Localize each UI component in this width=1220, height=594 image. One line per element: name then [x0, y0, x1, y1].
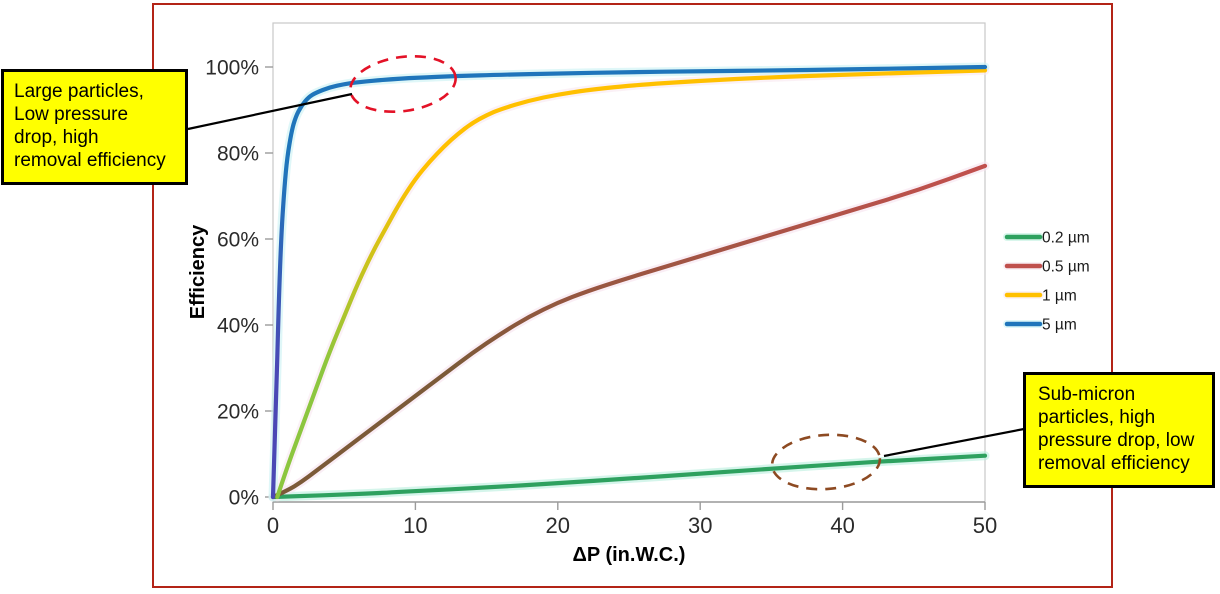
- y-tick-label: 60%: [217, 228, 259, 251]
- x-tick-label: 0: [267, 513, 279, 538]
- callout-large-particles-text: Large particles, Low pressure drop, high…: [14, 81, 166, 171]
- plot-area-frame: [272, 22, 986, 503]
- series-line-5µm: [270, 64, 988, 500]
- legend-label-1µm: 1 µm: [1042, 287, 1077, 304]
- series-glow-0.5µm: [268, 161, 990, 502]
- figure-border: [152, 3, 1113, 588]
- highlight-ellipse-submicron: [770, 433, 882, 491]
- y-tick-label: 0%: [229, 486, 259, 509]
- legend-label-0.5µm: 0.5 µm: [1042, 258, 1090, 275]
- leader-line-left: [187, 92, 353, 131]
- x-tick-label: 20: [546, 513, 570, 538]
- x-axis-title: ΔP (in.W.C.): [573, 544, 686, 566]
- series-line-1µm: [275, 68, 988, 500]
- x-tick-label: 10: [403, 513, 427, 538]
- legend-label-5µm: 5 µm: [1042, 316, 1077, 333]
- callout-submicron-particles-text: Sub-micron particles, high pressure drop…: [1038, 384, 1195, 474]
- series-line-0.2µm: [270, 453, 988, 500]
- callout-large-particles: Large particles, Low pressure drop, high…: [1, 69, 188, 185]
- x-tick-label: 50: [973, 513, 997, 538]
- series-glow-1µm: [272, 65, 990, 502]
- series-line-0.5µm: [270, 163, 988, 500]
- y-tick-label: 20%: [217, 400, 259, 423]
- legend-label-0.2µm: 0.2 µm: [1042, 229, 1090, 246]
- y-tick-label: 40%: [217, 314, 259, 337]
- y-axis-title: Efficiency: [187, 224, 209, 319]
- x-tick-label: 30: [688, 513, 712, 538]
- x-tick-label: 40: [830, 513, 854, 538]
- y-tick-label: 80%: [217, 142, 259, 165]
- leader-line-right: [883, 427, 1025, 458]
- y-tick-label: 100%: [205, 56, 259, 79]
- callout-submicron-particles: Sub-micron particles, high pressure drop…: [1023, 372, 1215, 488]
- highlight-ellipse-large-particles: [349, 54, 457, 114]
